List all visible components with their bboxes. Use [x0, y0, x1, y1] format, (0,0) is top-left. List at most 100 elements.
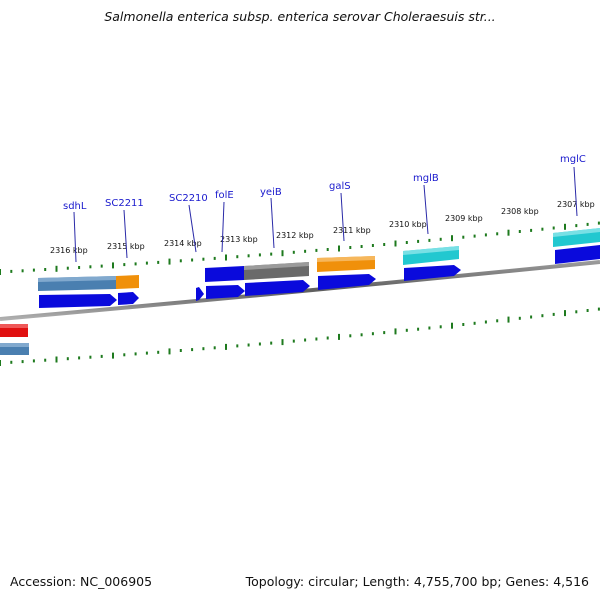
- gene-label-galS[interactable]: galS: [329, 181, 351, 192]
- scale-tick: [32, 359, 35, 363]
- scale-tick: [225, 343, 227, 350]
- scale-label: 2309 kbp: [445, 214, 483, 223]
- scale-tick: [191, 348, 194, 352]
- scale-tick: [428, 326, 431, 330]
- scale-tick: [281, 250, 284, 257]
- scale-tick: [530, 315, 533, 319]
- scale-tick: [586, 309, 589, 312]
- scale-tick: [530, 228, 533, 232]
- feature-highlight: [244, 262, 309, 270]
- scale-tick: [383, 243, 386, 246]
- scale-tick: [552, 226, 555, 230]
- scale-tick: [44, 358, 47, 362]
- cds-arrow[interactable]: [318, 274, 376, 290]
- scale-tick: [496, 232, 499, 236]
- gene-label-mglB[interactable]: mglB: [413, 173, 439, 184]
- scale-tick: [55, 356, 58, 363]
- feature-highlight: [403, 246, 459, 255]
- scale-tick: [518, 230, 521, 233]
- scale-tick: [134, 262, 137, 266]
- scale-tick: [507, 316, 510, 323]
- scale-tick: [315, 337, 318, 341]
- scale-tick: [496, 319, 499, 323]
- scale-tick: [349, 246, 352, 249]
- scale-tick: [405, 241, 408, 244]
- scale-tick: [451, 322, 453, 329]
- gene-labels: sdhL SC2211 SC2210 folE yeiB galS mglB m…: [63, 154, 586, 212]
- scale-tick: [202, 257, 205, 261]
- cds-arrow[interactable]: [404, 265, 461, 281]
- scale-tick: [552, 312, 555, 316]
- scale-tick: [462, 323, 465, 326]
- scale-tick: [89, 265, 92, 269]
- scale-tick: [112, 352, 114, 359]
- scale-tick: [394, 240, 397, 247]
- map-title: Salmonella enterica subsp. enterica sero…: [104, 9, 496, 24]
- scale-tick: [179, 259, 182, 263]
- scale-tick: [21, 269, 24, 273]
- scale-tick: [473, 234, 476, 238]
- scale-tick: [247, 343, 250, 347]
- scale-tick: [21, 360, 24, 364]
- scale-tick: [417, 327, 420, 331]
- scale-tick: [145, 261, 148, 265]
- cds-arrow[interactable]: [39, 294, 117, 308]
- cds-arrow[interactable]: [118, 292, 139, 305]
- scale-tick: [55, 265, 58, 272]
- scale-tick: [168, 258, 171, 265]
- gene-label-sc2210[interactable]: SC2210: [169, 193, 208, 204]
- scale-tick: [78, 266, 81, 269]
- scale-tick: [439, 325, 442, 329]
- scale-tick: [270, 252, 273, 256]
- gene-feature-sc2211[interactable]: [116, 275, 139, 289]
- scale-tick: [134, 352, 137, 356]
- scale-tick: [518, 316, 521, 320]
- scale-tick: [10, 269, 13, 273]
- scale-tick: [66, 357, 69, 361]
- scale-tick: [360, 245, 363, 248]
- scale-tick: [100, 354, 103, 358]
- scale-tick: [360, 333, 363, 337]
- cds-arrow[interactable]: [245, 280, 310, 296]
- cds-arrow[interactable]: [206, 285, 245, 299]
- scale-tick: [326, 336, 329, 340]
- scale-tick: [145, 351, 148, 355]
- gene-label-yeiB[interactable]: yeiB: [260, 187, 282, 198]
- scale-tick: [349, 334, 352, 338]
- scale-tick: [89, 355, 92, 359]
- scale-tick: [281, 339, 284, 346]
- gene-label-sdhL[interactable]: sdhL: [63, 201, 87, 212]
- gene-label-sc2211[interactable]: SC2211: [105, 198, 144, 209]
- feature-highlight: [553, 228, 600, 237]
- scale-tick: [338, 245, 340, 252]
- scale-tick: [236, 344, 239, 348]
- inner-tick-ring: [0, 307, 600, 366]
- scale-tick: [507, 229, 510, 236]
- scale-tick: [383, 331, 386, 335]
- scale-label: 2313 kbp: [220, 235, 258, 244]
- scale-tick: [32, 268, 35, 272]
- gene-features-upper: [38, 228, 600, 291]
- scale-tick: [575, 224, 578, 228]
- scale-tick: [236, 255, 239, 259]
- scale-tick: [213, 256, 216, 260]
- scale-label: 2316 kbp: [50, 246, 88, 255]
- cds-arrow[interactable]: [196, 287, 204, 301]
- scale-tick: [123, 353, 126, 357]
- scale-tick: [258, 253, 261, 257]
- feature-highlight: [38, 276, 116, 282]
- scale-label: 2311 kbp: [333, 226, 371, 235]
- scale-tick: [100, 264, 103, 268]
- gene-label-mglC[interactable]: mglC: [560, 154, 586, 165]
- gene-label-folE[interactable]: folE: [215, 190, 234, 201]
- scale-tick: [10, 360, 13, 364]
- scale-tick: [213, 346, 216, 350]
- scale-tick: [0, 360, 1, 366]
- accession-text: Accession: NC_006905: [10, 574, 153, 589]
- scale-tick: [157, 260, 160, 264]
- gene-feature-folE[interactable]: [205, 266, 244, 282]
- cds-arrow[interactable]: [555, 245, 600, 264]
- scale-tick: [484, 233, 487, 237]
- scale-tick: [394, 328, 397, 335]
